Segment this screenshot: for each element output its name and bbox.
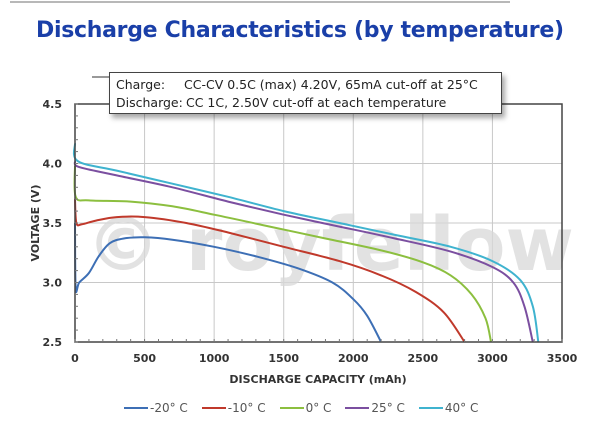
series-lines xyxy=(72,143,540,343)
y-tick-label: 3.0 xyxy=(43,277,63,290)
y-tick-label: 4.5 xyxy=(43,98,63,111)
legend-label: 0° C xyxy=(305,401,332,415)
x-tick-label: 2000 xyxy=(338,352,369,365)
legend-item: -10° C xyxy=(201,401,266,415)
series-line--20c xyxy=(74,222,382,343)
y-tick-label: 4.0 xyxy=(43,158,63,171)
top-rule xyxy=(10,1,510,3)
grid-lines xyxy=(75,104,562,342)
legend-item: 40° C xyxy=(418,401,479,415)
x-tick-label: 500 xyxy=(133,352,156,365)
legend-item: -20° C xyxy=(124,401,188,415)
x-tick-label: 1500 xyxy=(268,352,299,365)
legend-label: 40° C xyxy=(444,401,479,415)
legend-swatch xyxy=(345,407,370,409)
legend-label: -10° C xyxy=(227,401,266,415)
watermark: © royfellow xyxy=(86,202,574,288)
x-tick-label: 1000 xyxy=(199,352,230,365)
legend-label: -20° C xyxy=(150,401,188,415)
note-key: Discharge: xyxy=(116,95,183,110)
note-value: CC-CV 0.5C (max) 4.20V, 65mA cut-off at … xyxy=(184,77,478,92)
legend-swatch xyxy=(418,407,443,409)
y-tick-label: 2.5 xyxy=(43,336,63,349)
y-tick-label: 3.5 xyxy=(43,217,63,230)
x-tick-label: 3500 xyxy=(547,352,578,365)
series-line-25c xyxy=(73,160,534,343)
x-axis-label: DISCHARGE CAPACITY (mAh) xyxy=(229,373,406,386)
legend: -20° C -10° C 0° C 25° C 40° C xyxy=(124,401,478,415)
series-line-40c xyxy=(72,143,540,343)
legend-swatch xyxy=(279,407,304,409)
series-line--10c xyxy=(74,199,466,343)
note-value: CC 1C, 2.50V cut-off at each temperature xyxy=(186,95,447,110)
y-axis-label: VOLTAGE (V) xyxy=(29,185,42,262)
note-row-charge: Charge: CC-CV 0.5C (max) 4.20V, 65mA cut-… xyxy=(116,76,501,94)
axis-ticks xyxy=(74,103,563,343)
series-line-0c xyxy=(73,165,492,343)
legend-item: 25° C xyxy=(345,401,405,415)
note-row-discharge: Discharge: CC 1C, 2.50V cut-off at each t… xyxy=(116,94,501,112)
legend-swatch xyxy=(201,407,226,409)
legend-swatch xyxy=(124,407,148,409)
x-tick-labels: 0 500 1000 1500 2000 2500 3000 3500 xyxy=(71,352,577,365)
x-tick-label: 0 xyxy=(71,352,79,365)
page-title: Discharge Characteristics (by temperatur… xyxy=(36,18,564,43)
legend-item: 0° C xyxy=(279,401,332,415)
x-tick-label: 2500 xyxy=(408,352,439,365)
note-key: Charge: xyxy=(116,77,166,92)
test-conditions-note: Charge: CC-CV 0.5C (max) 4.20V, 65mA cut-… xyxy=(109,72,502,114)
x-tick-label: 3000 xyxy=(477,352,508,365)
y-tick-labels: 2.5 3.0 3.5 4.0 4.5 xyxy=(43,98,63,349)
legend-label: 25° C xyxy=(371,401,405,415)
